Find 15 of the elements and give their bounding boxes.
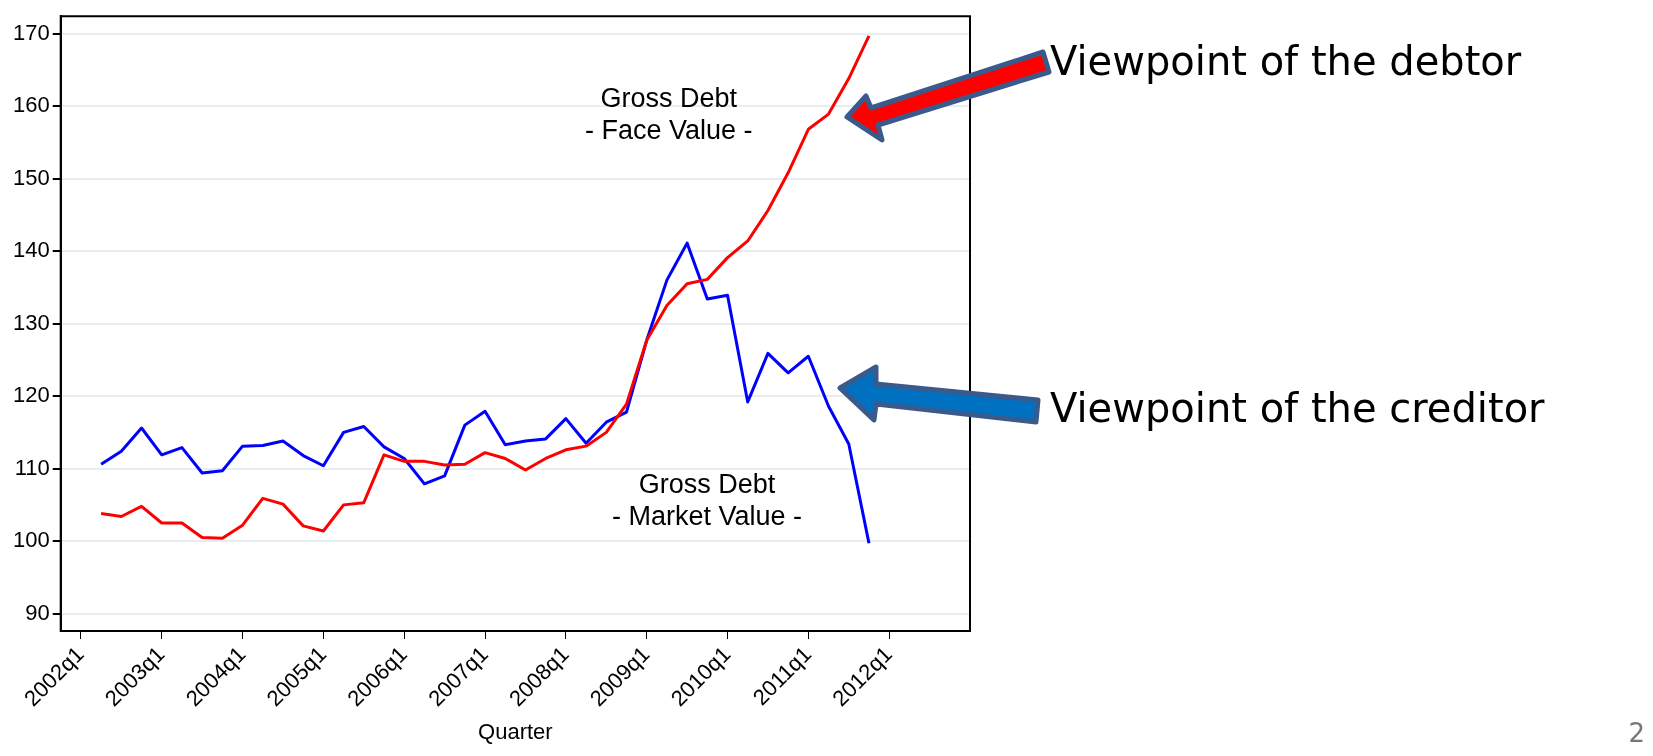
annotation: Gross Debt - Market Value -: [612, 468, 803, 532]
y-tick-label: 160: [12, 92, 50, 118]
y-tick-label: 100: [12, 527, 50, 553]
y-tick-label: 150: [12, 164, 50, 190]
y-tick-label: 110: [14, 454, 50, 480]
x-axis-title: Quarter: [478, 718, 553, 744]
y-tick-label: 170: [12, 19, 50, 45]
y-tick-label: 90: [25, 599, 50, 625]
text: Viewpoint of the debtor: [1050, 38, 1522, 84]
y-tick-label: 120: [12, 382, 50, 408]
text: 2: [1628, 718, 1645, 748]
y-tick-label: 140: [12, 237, 50, 263]
y-tick-label: 130: [12, 309, 50, 335]
annotation: Gross Debt - Face Value -: [585, 82, 753, 146]
text: Viewpoint of the creditor: [1050, 385, 1545, 431]
